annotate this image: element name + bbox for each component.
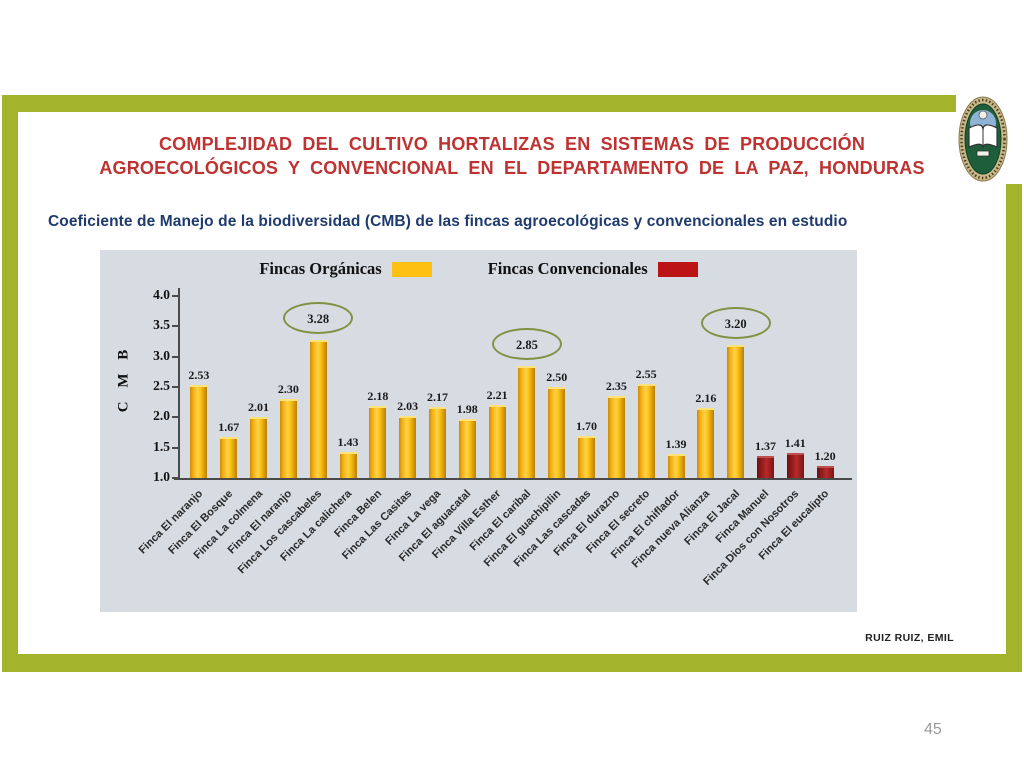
chart-panel: Fincas Orgánicas Fincas Convencionales C… (100, 250, 857, 612)
bar-value-label: 1.70 (576, 418, 598, 433)
legend-label-organicas: Fincas Orgánicas (259, 259, 382, 278)
bar (190, 385, 208, 478)
bar (727, 344, 745, 478)
chart-caption: Coeficiente de Manejo de la biodiversida… (48, 213, 848, 230)
university-seal-logo (956, 95, 1024, 184)
bar-value-label: 2.30 (277, 382, 299, 397)
legend-item-organicas: Fincas Orgánicas (259, 259, 432, 279)
bar (369, 406, 387, 478)
slide-content: COMPLEJIDAD DEL CULTIVO HORTALIZAS EN SI… (18, 112, 1006, 654)
bar-value-circled: 2.85 (491, 327, 562, 360)
bar (786, 453, 804, 478)
y-tick-mark (172, 446, 178, 449)
bar (697, 407, 715, 478)
y-tick-label: 1.5 (153, 438, 170, 454)
y-tick-mark (172, 295, 178, 297)
x-axis-line (174, 478, 852, 480)
bar (637, 383, 655, 478)
bar (816, 465, 834, 478)
bar-value-label: 2.03 (397, 398, 419, 413)
y-tick-label: 4.0 (153, 287, 170, 302)
bar-value-label: 1.98 (456, 401, 478, 416)
y-tick-mark (172, 416, 178, 419)
bar-value-label: 2.21 (486, 387, 508, 402)
bar (548, 387, 566, 478)
chart-legend: Fincas Orgánicas Fincas Convencionales (100, 259, 857, 279)
bar-value-label: 1.37 (754, 438, 776, 453)
bar-value-label: 1.43 (337, 434, 359, 449)
bar-value-label: 2.35 (605, 379, 627, 394)
y-tick-mark (172, 325, 178, 328)
bar (279, 399, 297, 478)
bar-value-label: 2.01 (248, 399, 270, 414)
bar-value-label: 2.17 (426, 390, 448, 405)
bar-value-label: 2.18 (367, 389, 389, 404)
bar (518, 365, 536, 478)
page-number: 45 (924, 721, 942, 738)
bar (220, 437, 238, 478)
bar-value-label: 1.39 (665, 437, 687, 452)
bar (250, 416, 268, 478)
legend-item-convencionales: Fincas Convencionales (488, 259, 698, 279)
slide-title-line1: COMPLEJIDAD DEL CULTIVO HORTALIZAS EN SI… (158, 134, 866, 154)
y-tick-label: 2.0 (153, 408, 170, 424)
bar-value-label: 2.50 (546, 370, 568, 384)
bar (428, 407, 446, 478)
bar-value-circled: 3.28 (283, 301, 354, 334)
legend-label-convencionales: Fincas Convencionales (487, 259, 648, 278)
y-tick-label: 2.5 (153, 378, 170, 393)
university-seal-icon (958, 96, 1008, 182)
bar (488, 404, 506, 478)
bar-value-label: 2.55 (635, 366, 657, 381)
bar (458, 418, 476, 478)
bar-value-label: 1.41 (784, 436, 806, 451)
slide-title: COMPLEJIDAD DEL CULTIVO HORTALIZAS EN SI… (18, 132, 1006, 181)
bar-value-label: 2.53 (188, 368, 210, 383)
bar (399, 415, 417, 478)
bar (339, 451, 357, 478)
legend-swatch-convencionales (657, 261, 698, 277)
y-axis-line (178, 288, 180, 480)
y-tick-label: 3.0 (153, 347, 170, 363)
bar (309, 339, 327, 478)
y-tick-mark (172, 355, 178, 358)
y-tick-mark (172, 477, 178, 479)
y-tick-label: 1.0 (153, 469, 170, 484)
slide-title-line2: AGROECOLÓGICOS Y CONVENCIONAL EN EL DEPA… (99, 158, 925, 179)
legend-swatch-organicas (391, 261, 432, 277)
credit-text: RUIZ RUIZ, EMIL (865, 632, 954, 644)
bar-value-label: 2.16 (695, 390, 717, 405)
bar-value-label: 1.20 (814, 448, 836, 463)
bar-value-circled: 3.20 (700, 306, 771, 339)
bar-value-label: 1.67 (218, 420, 240, 435)
bar (578, 435, 596, 478)
slide-green-frame: COMPLEJIDAD DEL CULTIVO HORTALIZAS EN SI… (2, 95, 1022, 672)
bar (667, 454, 685, 478)
y-tick-mark (172, 386, 178, 388)
bar (607, 396, 625, 478)
bar (756, 455, 774, 478)
y-tick-label: 3.5 (153, 317, 170, 333)
